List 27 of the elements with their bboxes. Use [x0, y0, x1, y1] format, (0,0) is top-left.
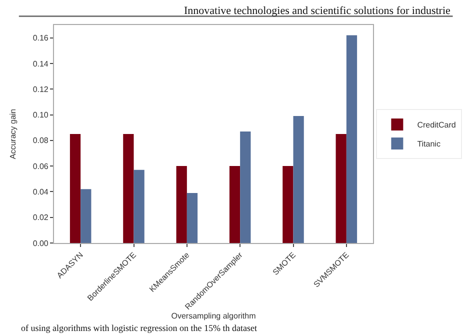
y-tick-label: 0.08 [32, 136, 49, 146]
bar [282, 166, 294, 243]
legend-label: Titanic [417, 140, 440, 149]
bar [186, 192, 198, 243]
y-tick-label: 0.16 [32, 34, 49, 43]
bar [336, 134, 346, 243]
y-tick-label: 0.02 [32, 213, 49, 222]
bar [293, 116, 304, 243]
x-axis-title: Oversampling algorithm [171, 312, 256, 321]
y-tick-label: 0.10 [32, 110, 49, 120]
bar [134, 170, 144, 243]
y-tick-label: 0.14 [32, 59, 49, 68]
y-tick-label: 0.00 [32, 238, 49, 248]
y-axis-title: Accuracy gain [8, 108, 18, 160]
bar [240, 131, 251, 243]
bar [80, 189, 92, 243]
bar [123, 134, 134, 243]
text: Innovative technologies and scientific solutions for industrie [184, 5, 450, 17]
text: of using algorithms with logistic regression on the 15% th dataset [21, 323, 258, 333]
bar [176, 166, 187, 243]
bar [229, 166, 240, 243]
y-tick-label: 0.12 [32, 84, 49, 94]
y-tick-label: 0.04 [32, 188, 49, 197]
bar [70, 134, 81, 243]
y-tick-label: 0.06 [32, 162, 49, 171]
bar [346, 35, 358, 243]
legend-label: CreditCard [417, 120, 456, 130]
